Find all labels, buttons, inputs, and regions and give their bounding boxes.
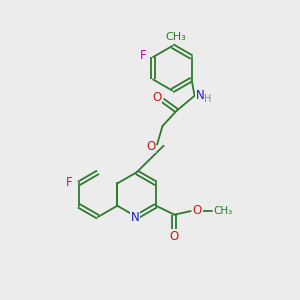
Text: CH₃: CH₃ xyxy=(214,206,233,216)
Text: N: N xyxy=(130,211,139,224)
Text: O: O xyxy=(152,91,161,104)
Text: F: F xyxy=(66,176,73,189)
Text: O: O xyxy=(146,140,155,153)
Text: H: H xyxy=(204,94,211,104)
Text: O: O xyxy=(193,204,202,217)
Text: CH₃: CH₃ xyxy=(165,32,186,42)
Text: O: O xyxy=(170,230,179,242)
Text: F: F xyxy=(140,50,147,62)
Text: N: N xyxy=(196,89,204,102)
